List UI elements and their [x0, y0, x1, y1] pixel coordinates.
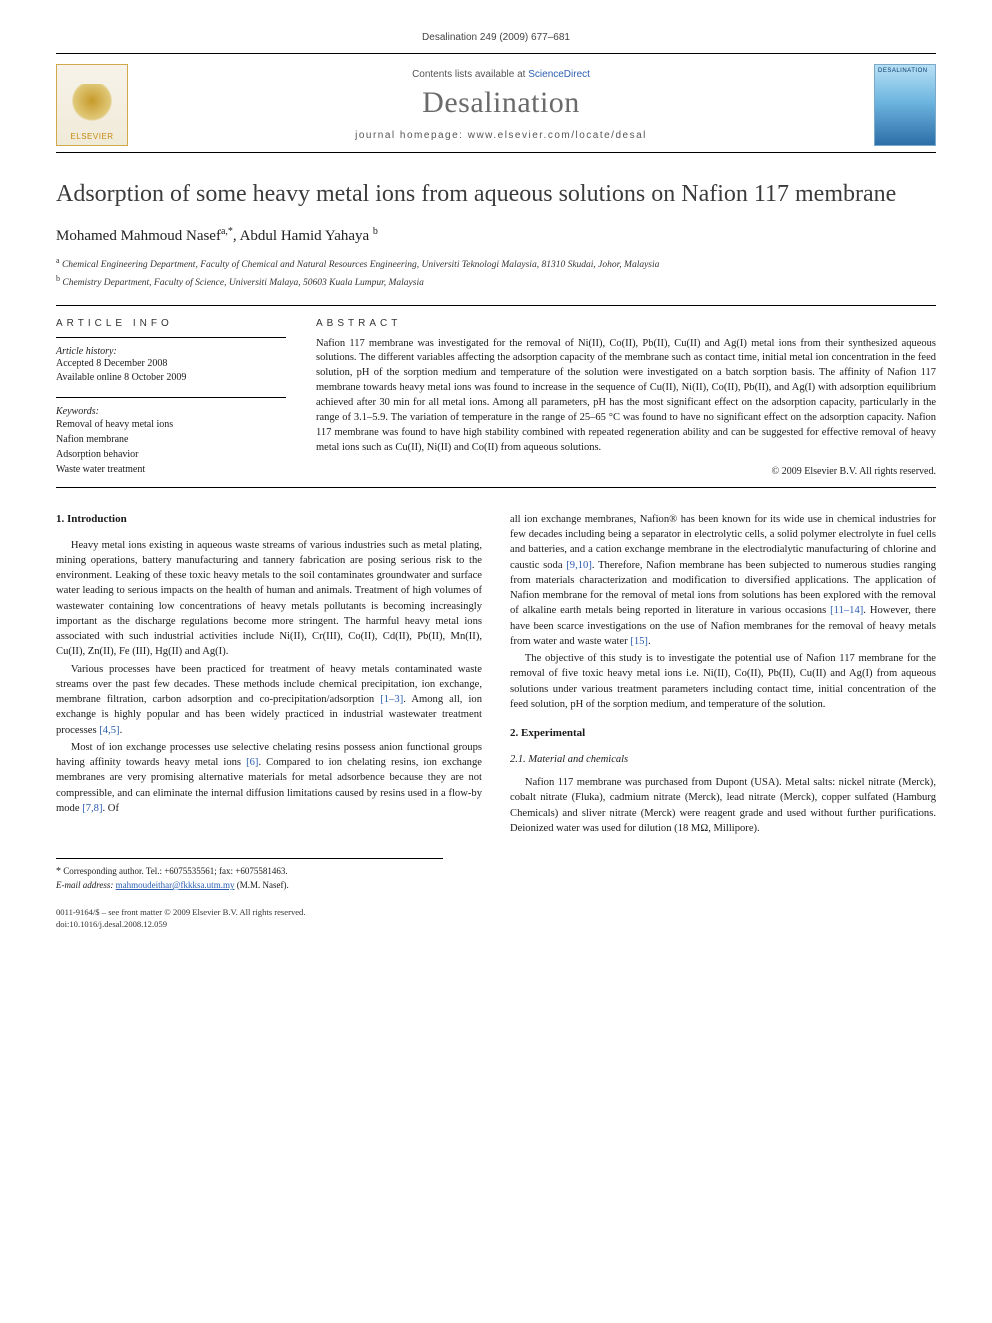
email-who: (M.M. Nasef). — [237, 880, 289, 890]
issn-line: 0011-9164/$ – see front matter © 2009 El… — [56, 906, 936, 918]
citation-link[interactable]: [7,8] — [82, 803, 102, 814]
affiliation-b: b Chemistry Department, Faculty of Scien… — [56, 273, 936, 291]
author-2: , Abdul Hamid Yahaya — [233, 228, 373, 244]
abstract-copyright: © 2009 Elsevier B.V. All rights reserved… — [316, 466, 936, 477]
keywords-label: Keywords: — [56, 406, 286, 417]
journal-homepage: journal homepage: www.elsevier.com/locat… — [142, 130, 860, 141]
divider — [56, 397, 286, 398]
corresponding-text: Corresponding author. Tel.: +6075535561;… — [63, 866, 287, 876]
citation-link[interactable]: [4,5] — [99, 725, 119, 736]
email-link[interactable]: mahmoudeithar@fkkksa.utm.my — [116, 880, 235, 890]
sciencedirect-link[interactable]: ScienceDirect — [528, 69, 590, 80]
author-1: Mohamed Mahmoud Nasef — [56, 228, 221, 244]
citation-link[interactable]: [11–14] — [830, 605, 863, 616]
article-info-col: ARTICLE INFO Article history: Accepted 8… — [56, 318, 286, 477]
masthead: ELSEVIER Contents lists available at Sci… — [56, 53, 936, 153]
paragraph: Heavy metal ions existing in aqueous was… — [56, 538, 482, 660]
masthead-center: Contents lists available at ScienceDirec… — [142, 69, 860, 141]
keyword: Adsorption behavior — [56, 447, 286, 462]
keyword: Waste water treatment — [56, 462, 286, 477]
section-heading: 1. Introduction — [56, 512, 482, 528]
keyword: Removal of heavy metal ions — [56, 417, 286, 432]
affiliations: a Chemical Engineering Department, Facul… — [56, 255, 936, 291]
author-1-affil-mark: a,* — [221, 226, 233, 237]
paragraph-text: . — [648, 636, 651, 647]
article-title: Adsorption of some heavy metal ions from… — [56, 179, 936, 210]
paragraph: Nafion 117 membrane was purchased from D… — [510, 775, 936, 836]
body-two-column: 1. Introduction Heavy metal ions existin… — [56, 512, 936, 836]
info-abstract-row: ARTICLE INFO Article history: Accepted 8… — [56, 318, 936, 477]
citation-link[interactable]: [15] — [630, 636, 648, 647]
section-heading: 2. Experimental — [510, 726, 936, 742]
citation-link[interactable]: [1–3] — [380, 694, 403, 705]
keyword: Nafion membrane — [56, 432, 286, 447]
abstract-text: Nafion 117 membrane was investigated for… — [316, 337, 936, 456]
publisher-word: ELSEVIER — [70, 132, 113, 141]
paragraph: The objective of this study is to invest… — [510, 651, 936, 712]
citation-link[interactable]: [6] — [246, 757, 258, 768]
elsevier-tree-icon — [72, 84, 112, 132]
contents-prefix: Contents lists available at — [412, 69, 528, 80]
paragraph-text: . Of — [103, 803, 119, 814]
footer-meta: 0011-9164/$ – see front matter © 2009 El… — [56, 906, 936, 930]
journal-cover-thumb: DESALINATION — [874, 64, 936, 146]
citation-link[interactable]: [9,10] — [566, 560, 592, 571]
star-icon: * — [56, 866, 61, 877]
divider — [56, 487, 936, 488]
journal-title: Desalination — [142, 86, 860, 120]
contents-available-line: Contents lists available at ScienceDirec… — [142, 69, 860, 80]
publisher-logo: ELSEVIER — [56, 64, 128, 146]
cover-label: DESALINATION — [878, 68, 932, 74]
divider — [56, 337, 286, 338]
abstract-heading: ABSTRACT — [316, 318, 936, 329]
subsection-heading: 2.1. Material and chemicals — [510, 752, 936, 767]
abstract-col: ABSTRACT Nafion 117 membrane was investi… — [316, 318, 936, 477]
article-info-heading: ARTICLE INFO — [56, 318, 286, 329]
paragraph: all ion exchange membranes, Nafion® has … — [510, 512, 936, 649]
author-2-affil-mark: b — [373, 226, 378, 237]
running-head: Desalination 249 (2009) 677–681 — [56, 32, 936, 43]
divider — [56, 305, 936, 306]
paragraph: Various processes have been practiced fo… — [56, 662, 482, 738]
email-label: E-mail address: — [56, 880, 113, 890]
paragraph-text: . — [120, 725, 123, 736]
history-label: Article history: — [56, 346, 286, 357]
corresponding-author-footnote: * Corresponding author. Tel.: +607553556… — [56, 858, 443, 892]
history-online: Available online 8 October 2009 — [56, 371, 286, 385]
page: Desalination 249 (2009) 677–681 ELSEVIER… — [0, 0, 992, 970]
paragraph: Most of ion exchange processes use selec… — [56, 740, 482, 816]
authors-line: Mohamed Mahmoud Nasefa,*, Abdul Hamid Ya… — [56, 226, 936, 245]
history-accepted: Accepted 8 December 2008 — [56, 357, 286, 371]
affiliation-a: a Chemical Engineering Department, Facul… — [56, 255, 936, 273]
doi-line: doi:10.1016/j.desal.2008.12.059 — [56, 918, 936, 930]
